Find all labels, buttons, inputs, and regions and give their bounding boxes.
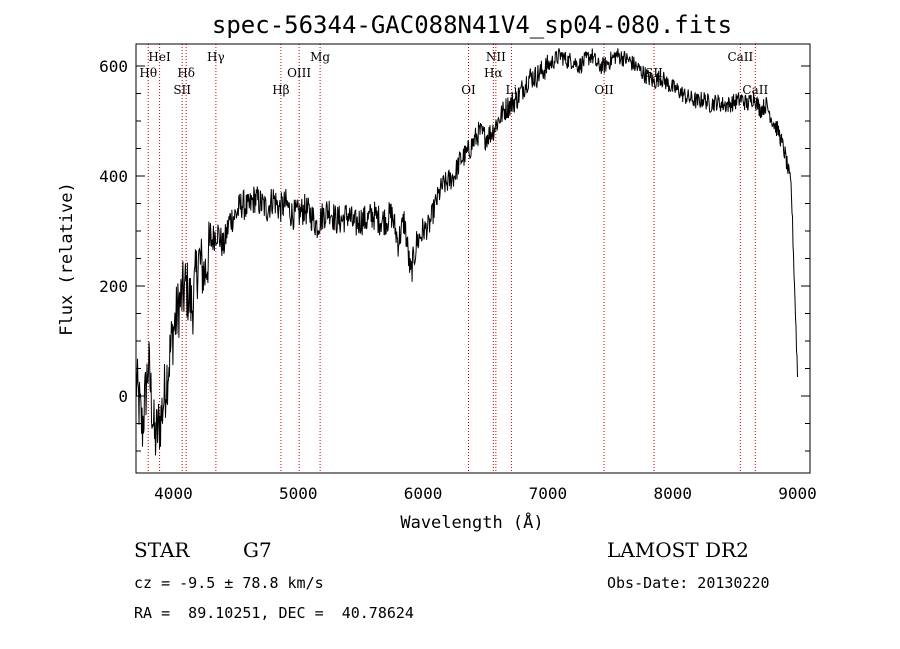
line-label-12: OII (594, 83, 614, 97)
x-tick-label: 4000 (154, 484, 193, 503)
plot-frame (135, 43, 811, 474)
line-label-5: Hβ (272, 83, 289, 97)
x-axis-label: Wavelength (Å) (400, 511, 543, 533)
line-label-4: Hγ (207, 50, 225, 64)
object-class: STAR (134, 538, 190, 562)
line-label-15: CaII (742, 83, 768, 97)
spectrum-line (135, 48, 798, 456)
object-subclass: G7 (243, 538, 272, 562)
line-label-9: NII (486, 50, 506, 64)
obs-date-text: Obs-Date: 20130220 (607, 574, 770, 592)
coordinates-text: RA = 89.10251, DEC = 40.78624 (134, 604, 414, 622)
line-label-1: HeI (148, 50, 171, 64)
y-axis-ticks: 0 200 400 600 (99, 57, 810, 452)
y-tick-label: 600 (99, 57, 128, 76)
line-label-6: OIII (287, 66, 311, 80)
x-tick-label: 6000 (404, 484, 443, 503)
y-tick-label: 200 (99, 277, 128, 296)
y-axis-label: Flux (relative) (57, 182, 77, 336)
survey-name: LAMOST DR2 (607, 538, 749, 562)
redshift-text: cz = -9.5 ± 78.8 km/s (134, 574, 324, 592)
x-tick-label: 8000 (653, 484, 692, 503)
line-label-7: Mg (310, 50, 330, 64)
line-label-2: SII (173, 83, 191, 97)
chart-title: spec-56344-GAC088N41V4_sp04-080.fits (212, 11, 732, 39)
y-tick-label: 0 (118, 387, 128, 406)
x-axis-ticks: 4000 5000 6000 7000 8000 9000 (154, 484, 817, 503)
x-tick-label: 9000 (778, 484, 817, 503)
line-label-3: Hδ (177, 66, 195, 80)
line-label-10: Hα (484, 66, 503, 80)
line-label-14: CaII (727, 50, 753, 64)
x-tick-label: 7000 (529, 484, 568, 503)
line-label-11: Li (506, 83, 518, 97)
y-tick-label: 400 (99, 167, 128, 186)
line-label-8: OI (461, 83, 476, 97)
line-label-0: Hθ (139, 66, 157, 80)
x-tick-label: 5000 (279, 484, 318, 503)
